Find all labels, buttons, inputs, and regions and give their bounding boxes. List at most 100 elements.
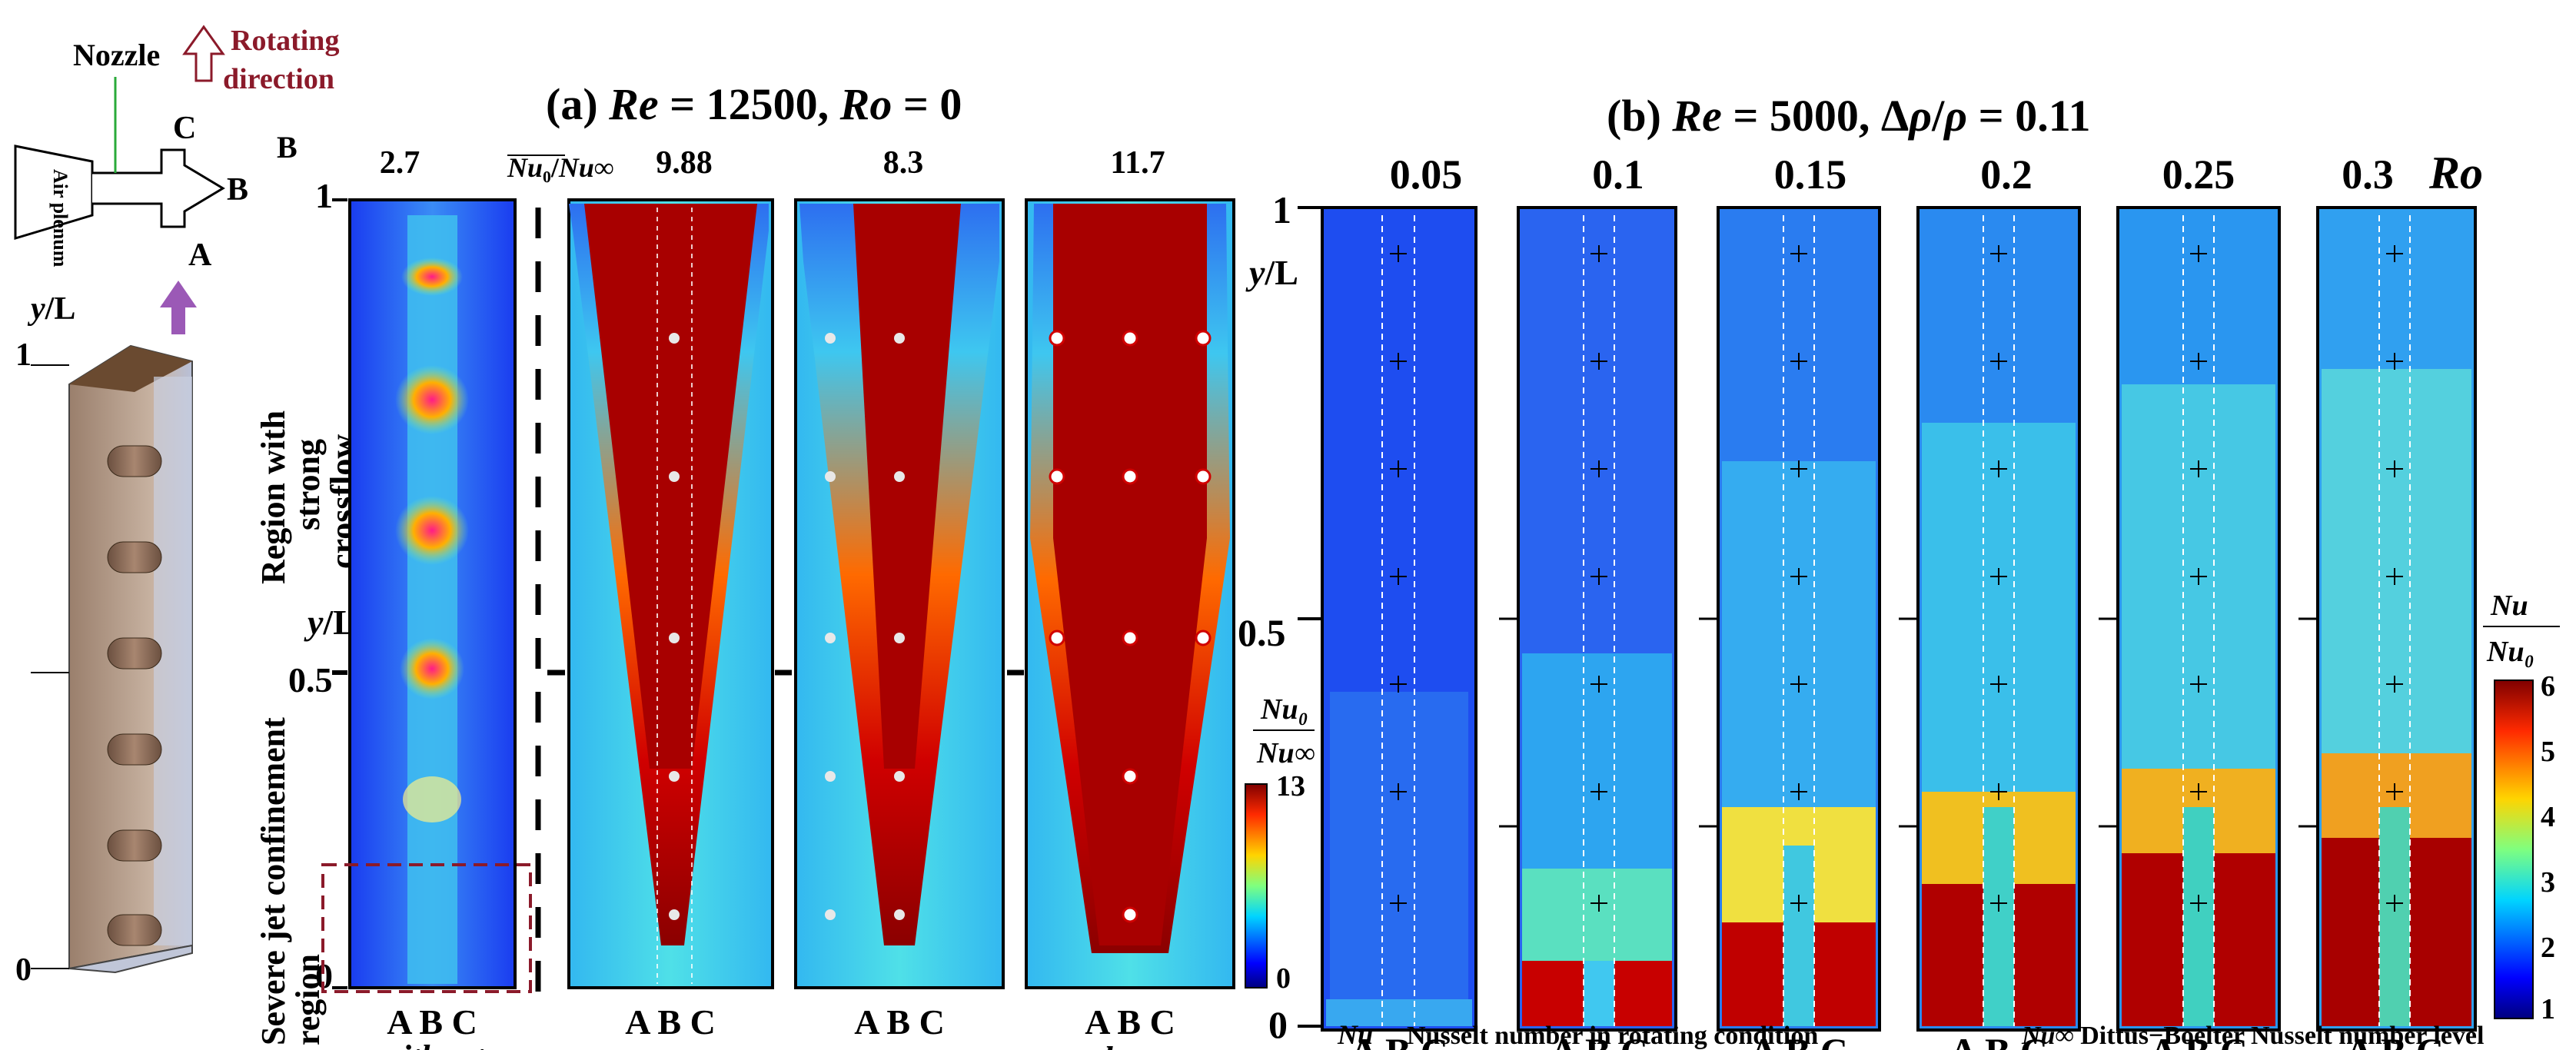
- colorbar-b-label-top: Nu: [2490, 590, 2528, 622]
- purple-arrow-shaft: [171, 304, 185, 334]
- schematic-y-tick-0: 0: [15, 952, 32, 988]
- panel-a: (a) Re = 12500, Ro = 0 B Nu₀/Nu∞ 2.7 9.8…: [254, 79, 1315, 1050]
- heatmap-ro-0.05: [1321, 206, 1477, 1032]
- heatmap-ro-0.3: [2316, 206, 2477, 1032]
- channel-top-face: [69, 346, 192, 392]
- colorbar-a-label-top: Nu₀: [1260, 693, 1308, 726]
- effusion-holes: [825, 333, 905, 920]
- colorbar-b-tick: 3: [2541, 866, 2555, 899]
- map-value: 11.7: [1110, 145, 1165, 181]
- jet-pipe: [107, 445, 162, 477]
- rotating-direction-arrow-icon: [182, 25, 225, 82]
- nozzle-label: Nozzle: [73, 38, 160, 72]
- map-caption: three: [1095, 1040, 1166, 1050]
- point-a-label: A: [188, 238, 212, 273]
- hotspot: [403, 776, 461, 822]
- colorbar-a-label-bottom: Nu∞: [1256, 737, 1315, 769]
- region-severe-2: region: [289, 954, 327, 1045]
- purple-arrow-icon: [160, 281, 197, 307]
- channel-shape: [92, 148, 225, 228]
- heatmap-without-effusion: [321, 198, 532, 993]
- point-b-label: B: [227, 172, 248, 208]
- panel-b-tick-05: 0.5: [1238, 611, 1286, 654]
- map-caption: one: [645, 1040, 696, 1050]
- heatmap-ro-0.15: [1717, 206, 1881, 1032]
- panel-a-axis-label: y/L: [304, 603, 357, 642]
- colorbar-a-min: 0: [1276, 962, 1291, 995]
- abc-label: A B C: [1949, 1030, 2048, 1050]
- ro-value: 0.1: [1592, 151, 1644, 198]
- hot-core: [1053, 204, 1207, 945]
- panel-a-tick-0: 0: [315, 956, 333, 995]
- heatmap-three-effusion-rows: [1025, 198, 1235, 989]
- abc-label: A B C: [1550, 1030, 1648, 1050]
- point-b-side-label: B: [277, 130, 297, 164]
- region-severe-1: Severe jet confinement: [254, 717, 292, 1045]
- ratio-label: Nu₀/Nu∞: [507, 152, 614, 183]
- panel-b-axis-label: y/L: [1245, 253, 1298, 292]
- jet-pipe: [107, 829, 162, 862]
- panel-a-tick-05: 0.5: [288, 660, 333, 699]
- hotspot: [401, 258, 463, 296]
- jet-markers: [1390, 245, 2403, 912]
- abc-label: A B C: [1750, 1030, 1848, 1050]
- colorbar-b-tick: 2: [2541, 932, 2555, 964]
- between-ticks: [1499, 617, 2318, 828]
- point-c-label: C: [173, 111, 196, 146]
- confinement-box: [321, 863, 532, 993]
- panel-b-tick-1: 1: [1272, 188, 1291, 231]
- jet-trace: [407, 215, 457, 984]
- effusion-holes: [1049, 330, 1212, 923]
- channel-bottom: [68, 944, 193, 974]
- heatmap-ro-0.1: [1517, 206, 1677, 1032]
- legend-nu-text: Nusselt number in rotating condition: [1407, 1022, 1818, 1050]
- hotspot: [400, 638, 464, 699]
- ro-value: 0.2: [1980, 151, 2033, 198]
- schematic-yl-label: y/L: [27, 291, 75, 327]
- heatmap-ro-0.25: [2116, 206, 2281, 1032]
- colorbar-b-gradient: [2494, 680, 2534, 1019]
- legend: Nu Nusselt number in rotating condition …: [1337, 1019, 2484, 1050]
- rotating-direction-label-1: Rotating: [231, 25, 339, 57]
- region-strong-crossflow-2: strong: [289, 439, 327, 530]
- hot-core: [853, 204, 961, 769]
- heatmap-one-effusion-row: [567, 198, 774, 989]
- abc-label: A B C: [1350, 1030, 1448, 1050]
- ro-value: 0.3: [2342, 151, 2394, 198]
- heatmap-two-effusion-rows: [794, 198, 1005, 989]
- jet-pipe: [107, 541, 162, 573]
- jet-pipe: [107, 914, 162, 946]
- air-plenum-shape: [14, 145, 94, 241]
- map-abc: A B C: [625, 1002, 716, 1042]
- map-caption-1: without: [380, 1038, 487, 1050]
- ro-value: 0.15: [1774, 151, 1847, 198]
- ro-label: Ro: [2428, 148, 2483, 198]
- jet-pipe: [107, 637, 162, 670]
- panel-b: (b) Re = 5000, Δρ/ρ = 0.11 0.05 0.1 0.15…: [1238, 91, 2560, 1050]
- schematic-y-tick-1: 1: [15, 337, 32, 373]
- map-value: 2.7: [380, 145, 420, 181]
- colorbar-b-tick: 4: [2541, 801, 2555, 833]
- schematic: Nozzle Air plenum C B A Rotating directi…: [14, 25, 339, 988]
- hot-core: [584, 204, 757, 769]
- hotspot: [395, 496, 469, 565]
- colorbar-a: Nu₀ Nu∞ 13 0: [1245, 693, 1315, 995]
- map-value: 9.88: [656, 145, 713, 181]
- jet-pipe: [107, 733, 162, 766]
- heatmap-ro-0.2: [1916, 206, 2081, 1032]
- air-plenum-label: Air plenum: [49, 169, 71, 267]
- colorbar-a-gradient: [1245, 783, 1268, 989]
- map-abc: A B C: [387, 1002, 477, 1042]
- colorbar-b-tick: 6: [2541, 670, 2555, 703]
- colorbar-b: Nu Nu₀ 6 5 4 3 2 1: [2483, 590, 2560, 1025]
- colorbar-a-max: 13: [1276, 770, 1305, 802]
- hotspot: [395, 365, 469, 434]
- effusion-holes: [669, 333, 680, 920]
- abc-label: A B C: [2345, 1030, 2444, 1050]
- map-value: 8.3: [883, 145, 924, 181]
- colorbar-b-tick: 1: [2541, 993, 2555, 1025]
- panel-b-title: (b) Re = 5000, Δρ/ρ = 0.11: [1607, 91, 2091, 141]
- ro-value: 0.05: [1390, 151, 1463, 198]
- panel-a-title: (a) Re = 12500, Ro = 0: [546, 79, 962, 129]
